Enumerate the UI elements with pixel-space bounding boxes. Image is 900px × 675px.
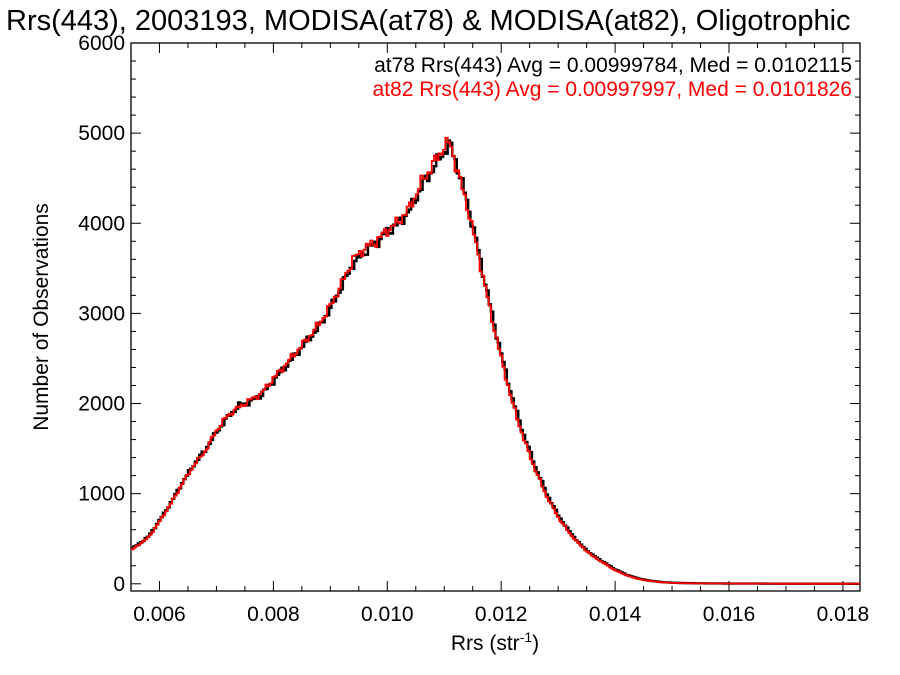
x-axis-ticks: 0.006 0.008 0.010 0.012 0.014 0.016 0.018 (130, 43, 870, 626)
plot-frame (130, 42, 861, 592)
y-tick-label: 1000 (78, 483, 125, 506)
x-tick-label: 0.010 (361, 603, 414, 626)
annotation-at82-stats: at82 Rrs(443) Avg = 0.00997997, Med = 0.… (373, 78, 852, 101)
series-line-at82 (131, 136, 860, 585)
chart-title: Rrs(443), 2003193, MODISA(at78) & MODISA… (6, 5, 851, 37)
x-tick-label: 0.014 (589, 603, 642, 626)
x-axis-label: Rrs (str-1) (451, 629, 539, 655)
y-tick-label: 6000 (78, 32, 125, 55)
x-axis-label-close: ) (532, 632, 539, 655)
y-tick-label: 5000 (78, 122, 125, 145)
annotation-at78-stats: at78 Rrs(443) Avg = 0.00999784, Med = 0.… (374, 54, 852, 77)
x-axis-label-main: Rrs (str (451, 632, 520, 655)
plot-area (131, 136, 860, 585)
x-tick-label: 0.018 (817, 603, 870, 626)
x-axis-label-superscript: -1 (520, 629, 533, 645)
x-tick-label: 0.008 (247, 603, 300, 626)
series-group (131, 136, 860, 585)
x-tick-label: 0.006 (133, 603, 186, 626)
series-line-at78 (131, 139, 860, 585)
x-tick-label: 0.012 (475, 603, 528, 626)
y-tick-label: 2000 (78, 393, 125, 416)
y-tick-label: 4000 (78, 212, 125, 235)
y-tick-label: 0 (113, 573, 125, 596)
y-axis-label: Number of Observations (30, 203, 53, 431)
y-axis-ticks: 0 1000 2000 3000 4000 5000 6000 (78, 32, 860, 596)
y-tick-label: 3000 (78, 302, 125, 325)
x-tick-label: 0.016 (703, 603, 756, 626)
